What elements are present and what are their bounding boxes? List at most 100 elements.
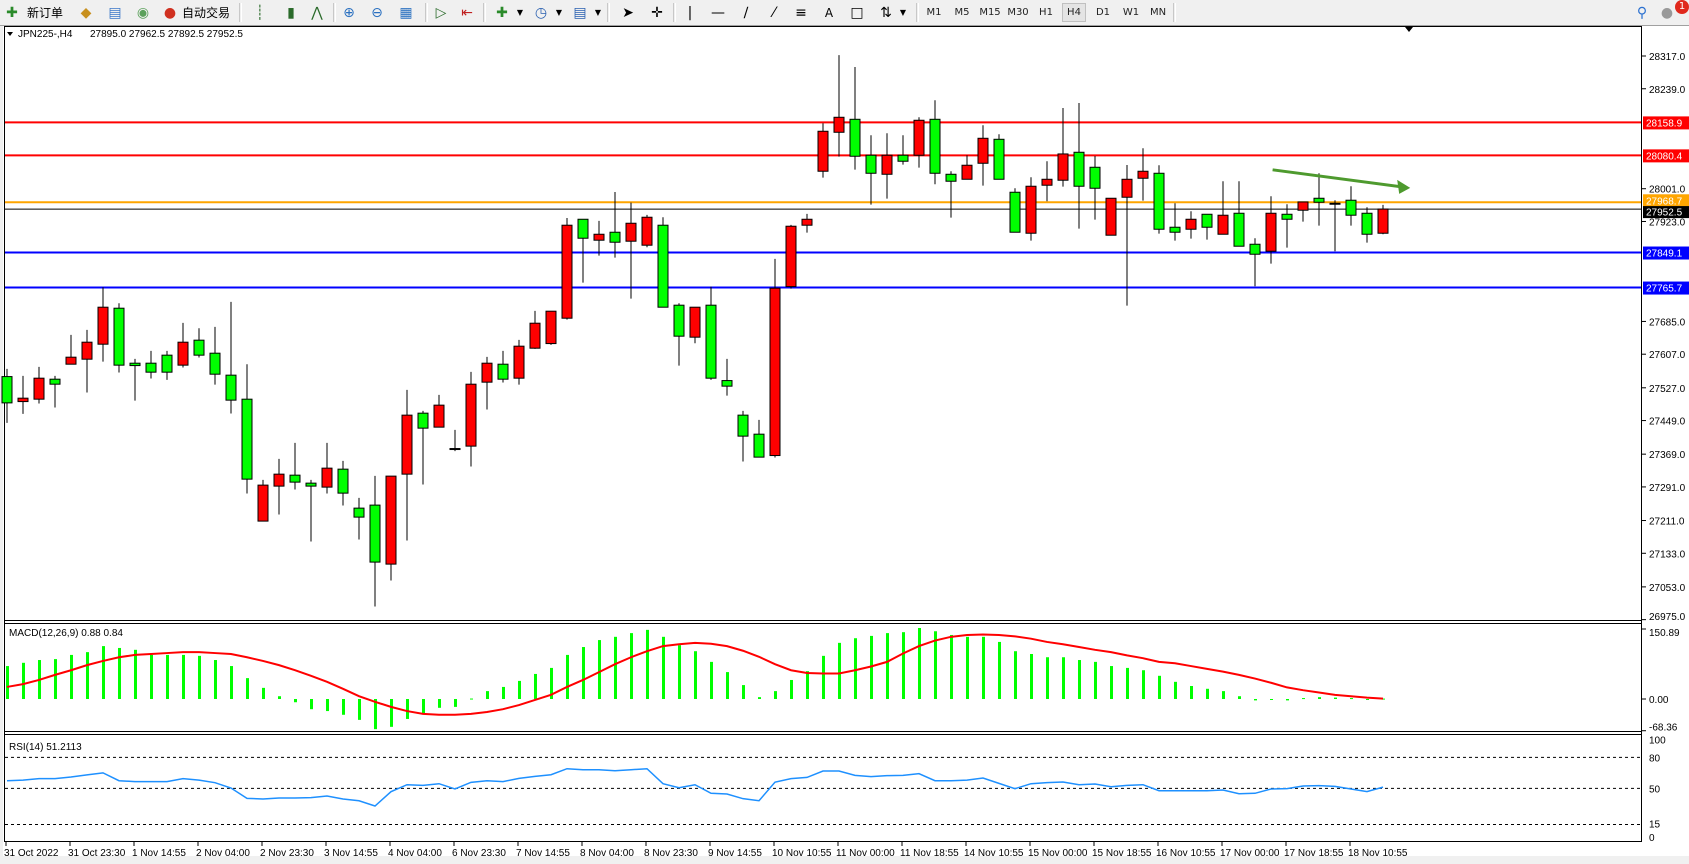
macd-histogram-bar xyxy=(262,687,265,699)
new-order-button[interactable]: 新订单 xyxy=(27,6,64,20)
macd-histogram-bar xyxy=(518,680,521,699)
market-watch-icon[interactable]: ◆ xyxy=(80,4,92,21)
auto-trading-icon[interactable]: ● xyxy=(163,4,177,21)
chevron-down-icon[interactable]: ▼ xyxy=(594,8,602,17)
candle-body-down xyxy=(657,224,669,308)
fibonacci-icon[interactable]: ≡ xyxy=(795,4,807,21)
tile-windows-icon[interactable]: ▦ xyxy=(399,4,413,21)
candle-body-down xyxy=(1,376,13,404)
candle xyxy=(817,123,829,178)
arrows-icon[interactable]: ⇅ xyxy=(880,4,892,21)
candle-body-down xyxy=(1009,191,1021,233)
time-tick-label: 2 Nov 04:00 xyxy=(196,848,250,859)
time-tick-label: 6 Nov 23:30 xyxy=(452,848,506,859)
time-tick-label: 4 Nov 04:00 xyxy=(388,848,442,859)
price-tick-label: 27133.0 xyxy=(1649,549,1686,560)
candle-body-down xyxy=(1233,212,1245,247)
new-order-icon[interactable]: ✚ xyxy=(6,4,18,21)
notifications-icon[interactable]: ● xyxy=(1660,4,1674,21)
auto-scroll-icon[interactable]: ▷ xyxy=(435,4,447,21)
text-label-icon[interactable]: □ xyxy=(850,4,864,21)
candle-body-down xyxy=(1089,166,1101,189)
candle xyxy=(193,328,205,358)
timeframe-m5[interactable]: M5 xyxy=(954,7,970,18)
macd-histogram-bar xyxy=(1158,675,1161,699)
signals-icon[interactable]: ◉ xyxy=(136,4,150,21)
auto-trading-button[interactable]: 自动交易 xyxy=(182,6,231,20)
zoom-in-icon[interactable]: ⊕ xyxy=(343,4,355,21)
time-tick-label: 8 Nov 04:00 xyxy=(580,848,634,859)
crosshair-icon[interactable]: ✛ xyxy=(651,4,663,21)
chevron-down-icon[interactable]: ▼ xyxy=(899,8,907,17)
horizontal-line-icon[interactable]: — xyxy=(711,4,725,21)
candlestick-icon[interactable]: ▮ xyxy=(287,4,295,21)
rsi-axis-label: 100 xyxy=(1649,736,1666,747)
candle xyxy=(1201,213,1213,240)
time-tick-label: 17 Nov 00:00 xyxy=(1220,848,1280,859)
macd-axis-label: -68.36 xyxy=(1649,723,1678,734)
zoom-out-icon[interactable]: ⊖ xyxy=(371,4,383,21)
candle-body-down xyxy=(289,474,301,483)
timeframe-m1[interactable]: M1 xyxy=(926,7,942,18)
templates-icon[interactable]: ▤ xyxy=(573,4,587,21)
macd-histogram-bar xyxy=(358,699,361,720)
rsi-line xyxy=(6,767,1384,807)
candle-body-down xyxy=(1329,202,1341,205)
candle xyxy=(337,460,349,506)
chevron-down-icon[interactable]: ▼ xyxy=(555,8,563,17)
macd-histogram-bar xyxy=(438,699,441,708)
time-tick-label: 31 Oct 23:30 xyxy=(68,848,126,859)
macd-histogram-bar xyxy=(1030,653,1033,699)
line-price-label-bg xyxy=(1643,194,1689,208)
candle xyxy=(1185,211,1197,239)
rsi-label: RSI(14) 51.2113 xyxy=(9,742,82,753)
text-icon[interactable]: A xyxy=(824,5,834,20)
timeframe-w1[interactable]: W1 xyxy=(1122,7,1140,18)
timeframe-d1[interactable]: D1 xyxy=(1095,7,1111,18)
vertical-line-icon[interactable]: | xyxy=(687,4,693,21)
trendline-icon[interactable]: ∕ xyxy=(743,4,749,21)
chart-shift-icon[interactable]: ⇤ xyxy=(461,4,473,21)
candle xyxy=(561,217,573,320)
time-tick-label: 2 Nov 23:30 xyxy=(260,848,314,859)
bar-chart-icon[interactable]: ┊ xyxy=(255,4,265,21)
timeframe-h4[interactable]: H4 xyxy=(1062,3,1086,22)
timeframe-h1[interactable]: H1 xyxy=(1039,7,1053,18)
candle xyxy=(305,479,317,542)
chart-menu-triangle-icon[interactable] xyxy=(7,32,13,36)
equidistant-channel-icon[interactable]: ⁄ xyxy=(772,4,776,21)
data-window-icon[interactable]: ▤ xyxy=(108,4,122,21)
candle xyxy=(177,322,189,368)
candle-body-up xyxy=(513,345,525,379)
rsi-axis-label: 0 xyxy=(1649,833,1655,844)
macd-histogram-bar xyxy=(150,654,153,699)
candle-body-down xyxy=(449,448,461,451)
candle-body-down xyxy=(721,380,733,387)
cursor-icon[interactable]: ➤ xyxy=(622,4,634,21)
macd-histogram-bar xyxy=(1286,699,1289,701)
search-icon[interactable]: ⚲ xyxy=(1636,4,1648,21)
indicators-icon[interactable]: ✚ xyxy=(496,4,508,21)
separator xyxy=(673,3,676,22)
chevron-down-icon[interactable]: ▼ xyxy=(516,8,524,17)
timeframe-m15[interactable]: M15 xyxy=(979,7,1001,18)
arrow-annotation[interactable] xyxy=(1272,168,1411,194)
time-tick-label: 1 Nov 14:55 xyxy=(132,848,186,859)
macd-histogram-bar xyxy=(102,646,105,699)
candle xyxy=(465,371,477,467)
horizontal-lines xyxy=(5,121,1641,289)
candle xyxy=(1361,207,1373,243)
timeframe-mn[interactable]: MN xyxy=(1149,7,1167,18)
candle-body-down xyxy=(673,304,685,337)
candle-body-down xyxy=(897,154,909,162)
chart-shift-marker-icon[interactable] xyxy=(1405,27,1413,32)
macd-histogram-bar xyxy=(950,634,953,699)
candle xyxy=(577,218,589,283)
line-chart-icon[interactable]: ⋀ xyxy=(311,4,323,21)
candle-body-down xyxy=(1249,243,1261,255)
periods-icon[interactable]: ◷ xyxy=(534,4,548,21)
macd-histogram-bar xyxy=(742,685,745,699)
candle xyxy=(593,220,605,256)
timeframe-m30[interactable]: M30 xyxy=(1007,7,1029,18)
